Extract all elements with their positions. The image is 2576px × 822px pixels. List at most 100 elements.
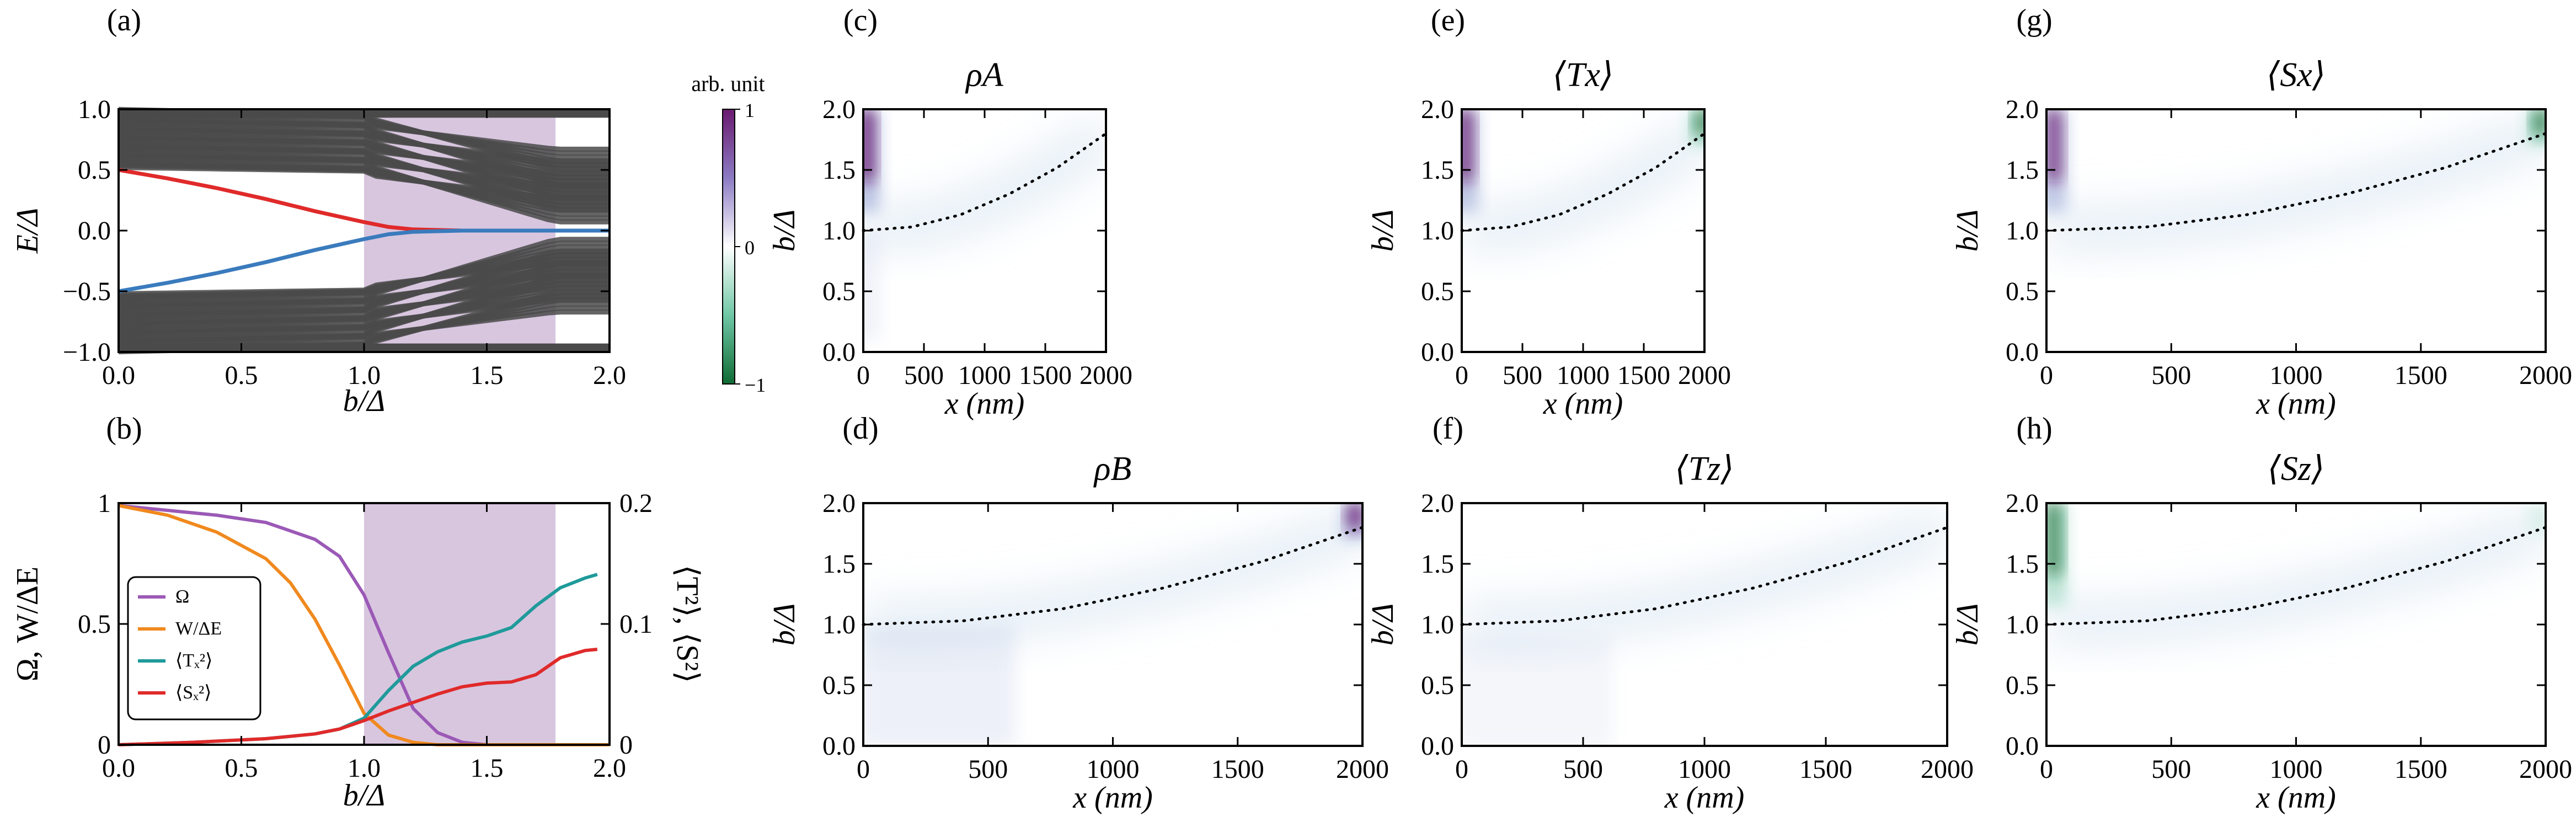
plot-frame [1461,502,1948,747]
x-tick-label: 2000 [2519,755,2572,784]
y-tick-label: 0.0 [822,732,856,761]
x-tick-label: 500 [968,755,1008,784]
x-axis-label: x (nm) [2256,387,2336,421]
colorbar-tick-label: 0 [745,237,755,259]
heatmap-area [863,109,1106,352]
y-tick-label: 0.5 [2006,671,2039,700]
heatmap-area [1462,109,1704,352]
y-tick-label: 0 [98,730,111,760]
y-axis-label: b/Δ [1950,210,1985,252]
x-tick-label: 0.0 [102,361,135,390]
heatmap-area [863,503,1362,746]
band-line [118,265,610,330]
plot-frame [2045,108,2547,353]
colorbar-gradient [722,109,735,385]
y-tick-label: 2.0 [1421,489,1454,518]
y-tick-label: 1.0 [822,216,856,245]
legend-label: ⟨Sₓ²⟩ [175,682,212,703]
x-axis-label: x (nm) [1543,387,1623,421]
y-tick-label: 1.0 [822,610,856,639]
x-tick-label: 500 [1503,361,1542,390]
y-tick-label: 1.5 [822,549,856,579]
plot-frame [117,108,611,353]
x-tick-label: 2000 [1079,361,1132,390]
panel-label: (d) [842,412,878,446]
panel-a: 0.0 0.5 1.0 1.5 2.0 −1.0 −0.5 0.0 0.5 1.0 (a) b/Δ E/… [10,3,626,418]
panel-f: 0 500 1000 1500 2000 0.0 0.5 1.0 1.5 2.0 (f) ⟨Tz⟩ x … [1366,412,1974,815]
heatmap-area [2046,109,2546,352]
y-axis-label: b/Δ [1366,210,1400,252]
y-tick-label: 0.0 [1421,732,1454,761]
dotted-curve [862,526,1364,626]
panel-title: ρA [965,56,1004,94]
panel-label: (f) [1433,412,1463,446]
dotted-curve [862,132,1108,232]
y-tick-label: 0.5 [1421,671,1454,700]
band-line [118,114,610,156]
panel-title: ⟨Sx⟩ [2267,56,2326,94]
band-line [118,131,610,196]
band-line [118,122,610,176]
y-tick-label: 0.5 [2006,277,2039,306]
y-tick-label: 2.0 [822,95,856,124]
y-tick-label: 2.0 [2006,95,2039,124]
x-tick-label: 0 [857,361,870,390]
panel-e: 0 500 1000 1500 2000 0.0 0.5 1.0 1.5 2.0 (e) ⟨Tx⟩ x … [1366,3,1731,421]
y-axis-label: b/Δ [767,604,801,645]
panel-label: (g) [2016,3,2052,38]
panel-label: (h) [2016,412,2052,446]
x-tick-label: 0 [2040,755,2053,784]
y-tick-label: 1.0 [1421,610,1454,639]
x-tick-label: 1500 [1799,755,1852,784]
y-tick-label-right: 0.1 [619,610,653,639]
x-tick-label: 2000 [1336,755,1389,784]
x-tick-label: 0 [2040,361,2053,390]
y-tick-label: 1.5 [1421,156,1454,185]
x-tick-label: 1000 [1557,361,1610,390]
x-tick-label: 500 [2151,361,2191,390]
x-tick-label: 1.0 [348,754,381,783]
x-tick-label: 0.0 [102,754,135,783]
panel-b: 0.0 0.5 1.0 1.5 2.000.5100.10.2ΩW/ΔE⟨Tₓ²⟩⟨Sₓ… [10,412,704,813]
y-axis-label: b/Δ [1366,604,1400,645]
plot-frame [862,108,1107,353]
y-tick-label: 2.0 [1421,95,1454,124]
y-axis-label: b/Δ [767,210,801,252]
y-tick-label: 0.0 [78,216,111,245]
x-tick-label: 1000 [1678,755,1731,784]
panel-title: ⟨Tx⟩ [1553,56,1613,94]
feature-core [863,109,874,182]
legend-label: ⟨Tₓ²⟩ [175,650,212,671]
y-tick-label: 1.5 [2006,156,2039,185]
series-line [118,504,610,746]
dotted-curve [2045,526,2547,626]
x-tick-label: 1500 [1211,755,1264,784]
x-axis-label: x (nm) [1072,781,1153,815]
x-tick-label: 1.5 [471,361,504,390]
x-axis-label: x (nm) [1664,781,1745,815]
heatmap-area [2046,503,2546,746]
x-tick-label: 0.5 [225,361,258,390]
y-tick-label: 1.0 [1421,216,1454,245]
x-tick-label: 2.0 [593,754,626,783]
x-tick-label: 1.5 [471,754,504,783]
panel-title: ρB [1093,450,1132,488]
dotted-curve [1460,132,1706,232]
colorbar: arb. unit 1 0 −1 [691,71,766,396]
x-tick-label: 1000 [958,361,1011,390]
y-tick-label: 1.0 [2006,610,2039,639]
x-tick-label: 1.0 [348,361,381,390]
y-tick-label: −0.5 [63,277,111,306]
y-tick-label: −1.0 [63,338,111,367]
y-axis-label: Ω, W/ΔE [10,567,45,681]
y-axis-label: E/Δ [10,208,45,254]
feature-core [1695,109,1704,135]
x-tick-label: 500 [1563,755,1603,784]
x-tick-label: 2000 [1921,755,1974,784]
plot-frame [862,502,1364,747]
y-tick-label: 2.0 [2006,489,2039,518]
panel-d: 0 500 1000 1500 2000 0.0 0.5 1.0 1.5 2.0 (d) ρB x (n… [767,412,1389,815]
x-tick-label: 1000 [2270,361,2323,390]
x-tick-label: 2000 [2519,361,2572,390]
